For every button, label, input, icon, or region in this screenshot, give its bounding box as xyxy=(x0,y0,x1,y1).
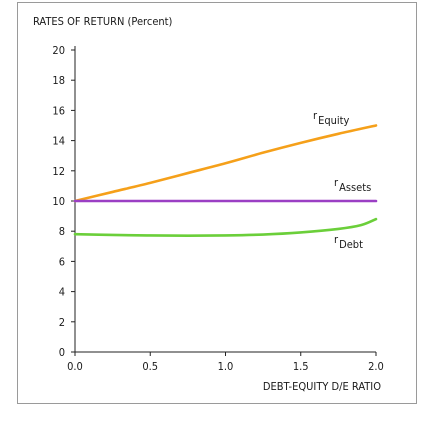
chart-title: RATES OF RETURN (Percent) xyxy=(33,15,173,28)
y-tick-label: 2 xyxy=(59,316,65,329)
y-tick-label: 6 xyxy=(59,255,65,268)
chart-frame xyxy=(17,2,417,404)
x-tick-label: 1.0 xyxy=(218,360,234,373)
series-label-symbol: r xyxy=(313,109,318,122)
x-tick-label: 0.5 xyxy=(142,360,158,373)
y-tick-label: 14 xyxy=(52,135,65,148)
series-label-equity: rEquity xyxy=(313,109,350,127)
series-label-debt: rDebt xyxy=(334,233,363,251)
series-lines xyxy=(73,124,378,238)
x-tick-label: 0.0 xyxy=(67,360,83,373)
y-tick-label: 10 xyxy=(52,195,65,208)
series-label-assets: rAssets xyxy=(334,176,371,194)
y-tick-label: 20 xyxy=(52,44,65,57)
y-tick-label: 4 xyxy=(59,286,65,299)
x-tick-label: 2.0 xyxy=(368,360,384,373)
series-label-subscript: Assets xyxy=(339,181,371,194)
y-tick-label: 0 xyxy=(59,346,65,359)
series-line-debt xyxy=(73,217,378,238)
series-label-subscript: Debt xyxy=(339,238,363,251)
y-tick-label: 16 xyxy=(52,104,65,117)
y-tick-label: 12 xyxy=(52,165,65,178)
series-label-symbol: r xyxy=(334,233,339,246)
x-axis-title: DEBT-EQUITY D/E RATIO xyxy=(263,380,381,393)
y-tick-label: 8 xyxy=(59,225,65,238)
y-axis: 0 2 4 6 8 10 12 14 16 18 20 xyxy=(52,44,76,359)
series-label-subscript: Equity xyxy=(318,114,349,127)
x-tick-label: 1.5 xyxy=(293,360,309,373)
x-axis: 0.0 0.5 1.0 1.5 2.0 xyxy=(67,351,384,373)
y-tick-label: 18 xyxy=(52,74,65,87)
series-line-equity xyxy=(73,124,378,203)
series-label-symbol: r xyxy=(334,176,339,189)
